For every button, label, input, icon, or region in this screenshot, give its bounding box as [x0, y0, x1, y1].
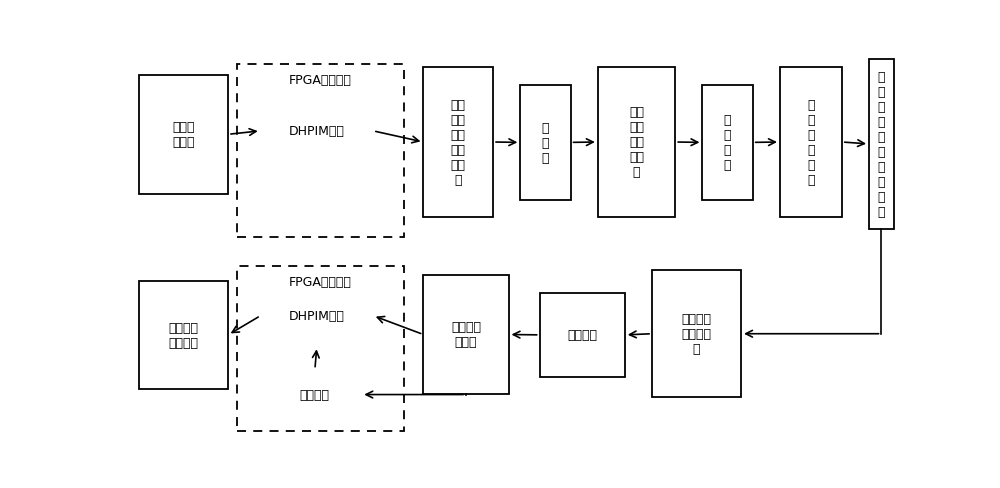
Text: 获取数
据信息: 获取数 据信息 — [172, 121, 195, 149]
Bar — [520, 85, 571, 201]
Bar — [702, 85, 753, 201]
Bar — [139, 282, 228, 389]
Text: 时钟提取: 时钟提取 — [300, 388, 330, 401]
Bar — [423, 68, 493, 218]
Bar — [598, 68, 675, 218]
Text: 预处理放
大滤波: 预处理放 大滤波 — [451, 321, 481, 349]
Text: DHPIM调制: DHPIM调制 — [289, 309, 345, 323]
Text: 光
声
效
应
产
生
声
波
信
号: 光 声 效 应 产 生 声 波 信 号 — [878, 71, 885, 219]
Text: FPGA处理单元: FPGA处理单元 — [289, 275, 352, 288]
Bar — [423, 275, 509, 394]
Bar — [652, 271, 741, 397]
Text: 激
光
脉
冲
发
射: 激 光 脉 冲 发 射 — [807, 99, 815, 186]
Text: 光纤水听
器接收信
号: 光纤水听 器接收信 号 — [682, 313, 712, 355]
Bar — [780, 68, 842, 218]
Bar — [540, 293, 625, 377]
Bar — [261, 97, 373, 166]
Text: 光
束
整
形: 光 束 整 形 — [724, 114, 731, 172]
Bar — [869, 60, 894, 229]
Text: 激
光
器: 激 光 器 — [542, 122, 549, 164]
Bar — [237, 65, 404, 238]
Text: 声电转换: 声电转换 — [567, 329, 597, 342]
Bar — [139, 76, 228, 195]
Text: 激光
激发
及扫
描控
制模
块: 激光 激发 及扫 描控 制模 块 — [451, 99, 466, 186]
Bar — [261, 285, 373, 346]
Text: FPGA处理单元: FPGA处理单元 — [289, 74, 352, 87]
Text: 数据信息
结果显示: 数据信息 结果显示 — [169, 321, 199, 349]
Bar — [268, 370, 361, 420]
Text: 扫描
及振
镜控
制系
统: 扫描 及振 镜控 制系 统 — [629, 106, 644, 179]
Bar — [237, 266, 404, 431]
Text: DHPIM调制: DHPIM调制 — [289, 125, 345, 138]
